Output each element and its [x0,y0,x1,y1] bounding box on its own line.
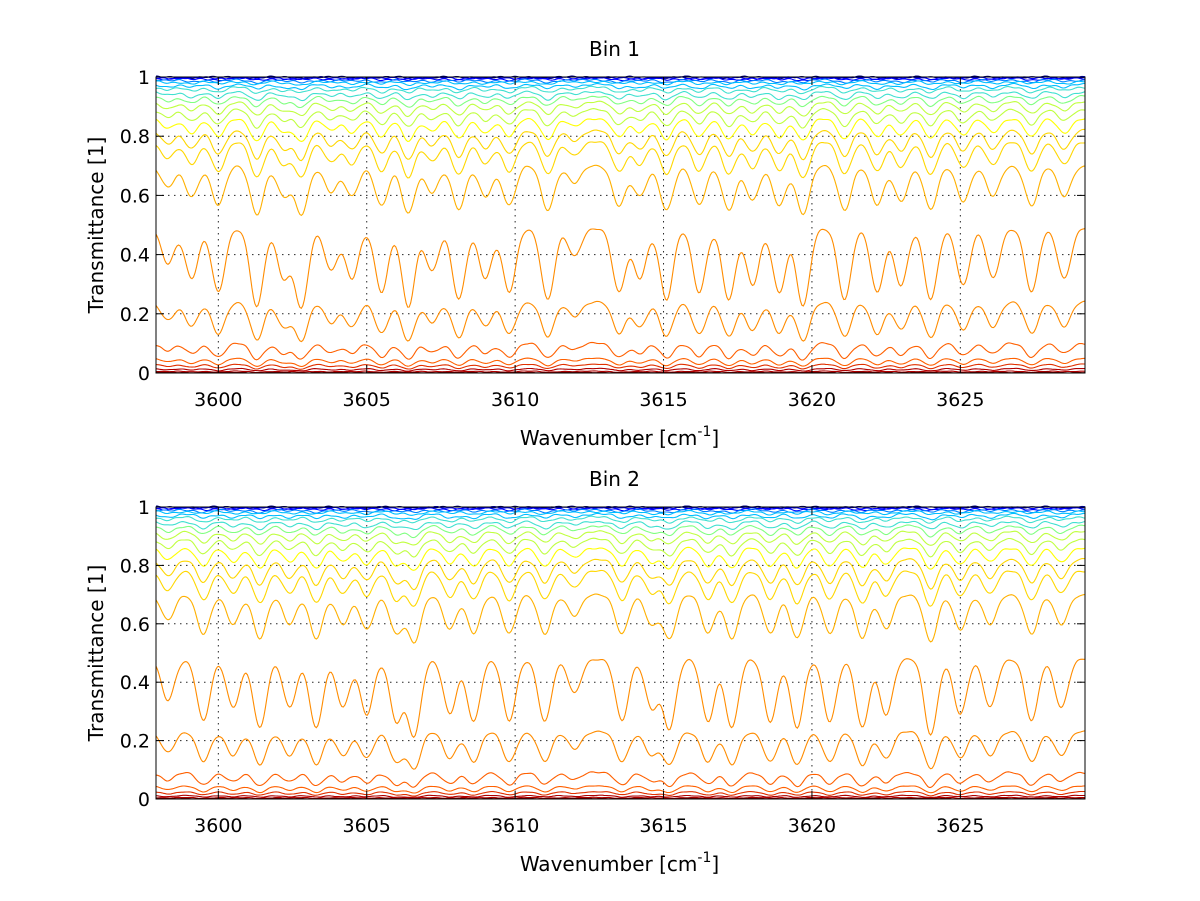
x-axis-label-main: Wavenumber [cm [520,852,698,876]
series-group [155,75,1086,374]
x-axis-label-end: ] [711,852,719,876]
series-line [155,90,1086,102]
series-line [155,509,1086,516]
y-axis-label: Transmittance [1] [84,565,108,743]
x-axis-label-end: ] [711,426,719,450]
series-line [155,546,1086,571]
series-line [155,228,1086,310]
x-tick-label: 3605 [343,389,391,411]
y-tick-label: 0.8 [120,555,150,577]
y-tick-label: 1 [138,497,150,519]
series-line [155,508,1085,514]
series-line [155,593,1086,644]
series-line [155,512,1086,521]
x-tick-label: 3600 [194,815,242,837]
series-line [155,771,1086,788]
x-tick-label: 3615 [639,389,687,411]
y-tick-label: 0.4 [120,672,150,694]
x-axis-label-superscript: -1 [697,850,711,866]
series-line [155,515,1086,524]
series-line [155,730,1086,770]
grid [156,76,1085,374]
x-tick-label: 3625 [936,389,984,411]
x-axis-label: Wavenumber [cm-1] [520,424,719,450]
x-tick-label: 3600 [194,389,242,411]
y-axis: 0 0.2 0.4 0.6 0.8 1 [120,67,1085,385]
y-tick-label: 1 [138,67,150,89]
series-line [155,363,1085,370]
y-axis: 0 0.2 0.4 0.6 0.8 1 [120,497,1085,811]
series-line [155,117,1086,142]
y-tick-label: 0 [138,789,150,811]
x-tick-label: 3625 [936,815,984,837]
chart-title: Bin 2 [589,467,640,491]
chart-title: Bin 1 [589,37,640,61]
plot-frame [155,76,1086,374]
y-tick-label: 0.2 [120,731,150,753]
series-line [155,341,1086,361]
plot-frame [155,506,1086,800]
series-line [155,530,1086,546]
y-axis-label: Transmittance [1] [84,137,108,315]
x-tick-label: 3615 [639,815,687,837]
series-line [156,506,1086,512]
series-line [155,79,1086,87]
series-line [156,76,1086,82]
x-axis-label: Wavenumber [cm-1] [520,850,719,876]
series-line [155,82,1086,91]
series-line [155,794,1086,798]
x-tick-label: 3610 [491,815,539,837]
series-line [155,78,1085,84]
y-tick-label: 0 [138,363,150,385]
series-line [155,524,1086,539]
x-axis: 3600 3605 3610 3615 3620 3625 [194,77,985,411]
y-tick-label: 0.6 [120,614,150,636]
series-group [155,505,1086,800]
series-line [155,141,1086,179]
x-tick-label: 3620 [788,815,836,837]
y-tick-label: 0.4 [120,245,150,267]
x-axis: 3600 3605 3610 3615 3620 3625 [194,507,985,837]
series-line [155,569,1085,607]
y-tick-label: 0.6 [120,185,150,207]
series-line [155,300,1086,343]
series-line [155,164,1086,217]
x-axis-label-main: Wavenumber [cm [520,426,698,450]
series-line [155,108,1086,129]
series-line [155,357,1086,368]
y-tick-label: 0.8 [120,126,150,148]
x-tick-label: 3610 [491,389,539,411]
series-line [155,128,1085,162]
x-axis-label-superscript: -1 [697,424,711,440]
series-line [155,85,1086,95]
series-line [155,785,1086,794]
x-tick-label: 3620 [788,389,836,411]
y-tick-label: 0.2 [120,304,150,326]
series-line [155,95,1086,109]
series-line [155,100,1086,118]
series-line [155,557,1086,591]
series-line [155,367,1086,372]
series-line [155,658,1085,739]
series-line [155,537,1086,558]
series-line [155,790,1086,797]
x-tick-label: 3605 [343,815,391,837]
series-line [155,520,1086,531]
